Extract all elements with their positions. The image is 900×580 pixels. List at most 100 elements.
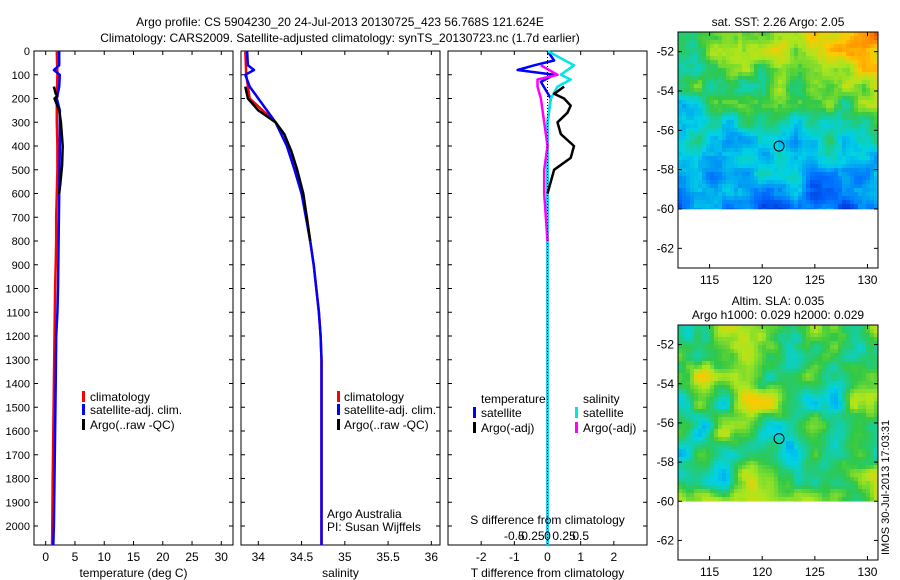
difference-x-tick-label: 1 <box>577 550 584 564</box>
sla-map-heatmap-cells <box>678 325 879 502</box>
sla-map-lat-tick-label: -60 <box>657 494 675 508</box>
legend-label-salinity-1: satellite-adj. clim. <box>344 403 436 417</box>
sla-map-lat-tick-label: -52 <box>657 338 675 352</box>
temperature-x-tick-label: 25 <box>185 550 199 564</box>
depth-tick-label: 1800 <box>6 474 30 486</box>
sla-map-lat-tick-label: -54 <box>657 377 675 391</box>
sla-map-lat-tick-label: -56 <box>657 416 675 430</box>
salinity-axes-box <box>240 50 441 546</box>
legend-heading-temperature: temperature <box>481 392 546 406</box>
series-line-salinity-1 <box>244 50 323 545</box>
legend-swatch-salinity-0 <box>337 391 340 402</box>
salinity-x-tick-label: 35 <box>338 550 352 564</box>
legend-label-temperature-0: climatology <box>90 390 150 404</box>
series-line-temperature-0 <box>50 50 59 546</box>
legend-label-salinity-0: climatology <box>344 390 404 404</box>
temperature-x-tick-label: 30 <box>215 550 229 564</box>
legend-label-salinity-2: Argo(..raw -QC) <box>344 418 429 432</box>
salinity-diff-tick-label: 0 <box>544 529 551 543</box>
sla-map-lon-tick-label: 120 <box>752 565 772 579</box>
legend-swatch-difference-3 <box>575 422 578 433</box>
temperature-x-tick-label: 5 <box>72 550 79 564</box>
sst-map-lat-tick-label: -60 <box>657 202 675 216</box>
legend-swatch-difference-0 <box>473 407 476 418</box>
temperature-x-tick-label: 10 <box>98 550 112 564</box>
depth-tick-label: 300 <box>12 117 30 129</box>
sst-map-profile-marker <box>773 140 785 152</box>
series-line-temperature-1 <box>52 51 62 546</box>
legend-label-difference-3: Argo(-adj) <box>583 421 636 435</box>
sla-map-title-line-1: Altim. SLA: 0.035 <box>732 294 825 308</box>
series-line-temperature-2 <box>52 86 64 194</box>
sla-map-lat-tick-label: -58 <box>657 455 675 469</box>
legend-swatch-salinity-2 <box>337 419 340 430</box>
salinity-x-tick-label: 36 <box>425 550 439 564</box>
sst-map-axes-box <box>677 31 879 269</box>
salinity-diff-tick-label: 0.25 <box>552 529 576 543</box>
temperature-x-axis-label: temperature (deg C) <box>79 566 187 580</box>
annotation-line-1: Argo Australia <box>327 507 402 521</box>
depth-tick-label: 1600 <box>6 426 30 438</box>
sst-map-panel: sat. SST: 2.26 Argo: 2.05 -52 -54 -56 -58 -60… <box>657 15 879 287</box>
depth-tick-label: 2000 <box>6 521 30 533</box>
legend-swatch-difference-2 <box>575 407 578 418</box>
legend-heading-salinity: salinity <box>583 392 620 406</box>
legend-label-difference-1: Argo(-adj) <box>481 421 534 435</box>
depth-tick-label: 400 <box>12 141 30 153</box>
salinity-diff-tick-label: 0.5 <box>572 529 589 543</box>
sst-map-title-line-1: sat. SST: 2.26 Argo: 2.05 <box>712 15 845 29</box>
salinity-x-tick-label: 35.5 <box>376 550 400 564</box>
legend-label-difference-0: satellite <box>481 406 522 420</box>
depth-tick-label: 1400 <box>6 379 30 391</box>
temperature-x-tick-label: 20 <box>156 550 170 564</box>
temperature-panel: 0 100 200 300 400 500 600 700 800 900 1000 1100 1200… <box>6 46 234 580</box>
legend-label-temperature-2: Argo(..raw -QC) <box>90 418 175 432</box>
annotation-line-2: PI: Susan Wijffels <box>327 520 421 534</box>
depth-tick-label: 600 <box>12 189 30 201</box>
depth-tick-label: 1500 <box>6 402 30 414</box>
salinity-x-axis-label: salinity <box>322 566 359 580</box>
salinity-x-tick-label: 34 <box>252 550 266 564</box>
depth-tick-label: 1000 <box>6 284 30 296</box>
legend-label-temperature-1: satellite-adj. clim. <box>90 403 182 417</box>
depth-tick-label: 100 <box>12 70 30 82</box>
salinity-x-tick-label: 34.5 <box>290 550 314 564</box>
legend-label-difference-2: satellite <box>583 406 624 420</box>
depth-tick-label: 1300 <box>6 355 30 367</box>
sst-map-heatmap-cells <box>678 32 879 210</box>
depth-tick-label: 1900 <box>6 497 30 509</box>
depth-tick-label: 200 <box>12 94 30 106</box>
figure-title-line-2: Climatology: CARS2009. Satellite-adjuste… <box>100 31 580 45</box>
depth-tick-label: 500 <box>12 165 30 177</box>
sla-map-lon-tick-label: 115 <box>700 565 719 579</box>
series-line-difference-3 <box>536 64 559 242</box>
legend-swatch-salinity-1 <box>337 404 340 415</box>
depth-tick-label: 800 <box>12 236 30 248</box>
depth-tick-label: 900 <box>12 260 30 272</box>
sla-map-lon-tick-label: 125 <box>805 565 825 579</box>
sla-map-lat-tick-label: -62 <box>657 533 675 547</box>
sla-map-title-line-2: Argo h1000: 0.029 h2000: 0.029 <box>692 308 864 322</box>
series-line-difference-1 <box>546 49 576 545</box>
sst-map-lat-tick-label: -58 <box>657 163 675 177</box>
depth-tick-label: 1200 <box>6 331 30 343</box>
sst-map-lon-tick-label: 130 <box>857 273 877 287</box>
sla-map-profile-marker <box>773 433 785 445</box>
sst-map-lon-tick-label: 125 <box>805 273 825 287</box>
difference-panel: -2 -1 0 1 2 T difference from climatology S di… <box>447 49 648 580</box>
difference-x-tick-label: 0 <box>544 550 551 564</box>
difference-x-tick-label: -2 <box>476 550 487 564</box>
difference-x-tick-label: -1 <box>509 550 520 564</box>
sst-map-lat-tick-label: -56 <box>657 123 675 137</box>
figure-title-line-1: Argo profile: CS 5904230_20 24-Jul-2013 … <box>136 15 544 29</box>
difference-x-axis-label: T difference from climatology <box>471 566 625 580</box>
depth-tick-label: 700 <box>12 212 30 224</box>
sst-map-lat-tick-label: -54 <box>657 84 675 98</box>
salinity-diff-tick-label: -0.5 <box>504 529 525 543</box>
depth-tick-label: 1100 <box>6 307 30 319</box>
legend-swatch-difference-1 <box>473 422 476 433</box>
depth-tick-label: 0 <box>24 46 30 58</box>
series-line-salinity-0 <box>244 50 323 545</box>
